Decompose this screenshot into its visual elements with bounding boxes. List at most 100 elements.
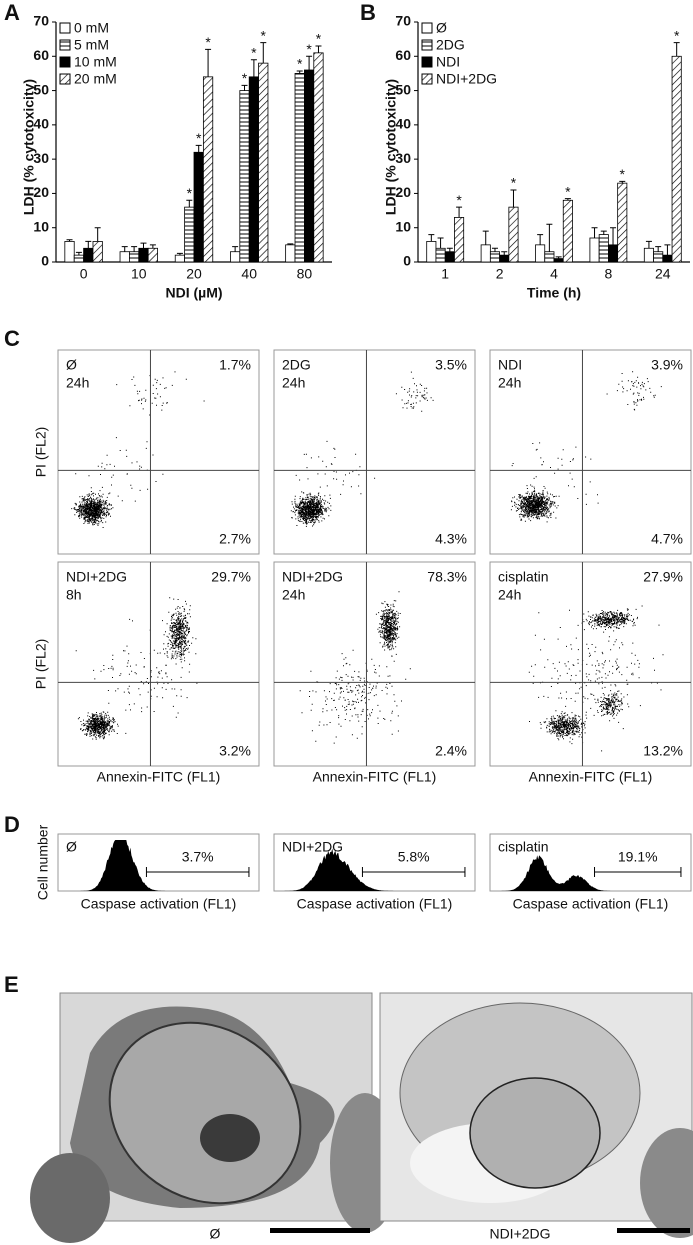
x-axis-label: Annexin-FITC (FL1) [313,769,437,785]
upper-right-percent: 3.9% [651,357,683,373]
x-tick-label: 2 [496,266,504,282]
sample-label: Ø [66,357,77,373]
error-bar [501,251,508,256]
event-dots [581,608,638,630]
error-bar [140,242,147,249]
significance-star: * [620,166,626,182]
significance-star: * [251,44,257,60]
legend-swatch [59,56,71,68]
bar [239,90,250,263]
bar [147,247,158,263]
event-dots [77,711,119,740]
time-label: 24h [498,587,521,603]
legend-swatch [421,39,433,51]
sample-label: NDI+2DG [282,839,343,855]
bar [671,55,682,263]
bar [444,251,455,263]
significance-star: * [261,27,267,43]
error-bar [600,230,607,235]
sample-label: cisplatin [498,569,549,585]
panel-letter: C [4,326,20,351]
x-tick-label: 1 [441,266,449,282]
gate-percent: 3.7% [182,849,214,865]
bar [643,247,654,263]
y-axis-label: Cell number [35,824,51,900]
nucleus [469,1077,601,1189]
bar [73,254,85,263]
error-bar [437,237,444,249]
legend-label: Ø [436,20,447,36]
y-tick-label: 40 [33,116,49,132]
error-bar [205,48,212,77]
y-tick-label: 30 [395,150,411,166]
significance-star: * [297,56,303,72]
event-dots [510,484,560,523]
lower-right-percent: 2.4% [435,743,467,759]
histogram [490,855,691,891]
time-label: 8h [66,587,82,603]
x-tick-label: 4 [550,266,558,282]
error-bar [510,189,517,208]
significance-star: * [205,34,211,50]
y-tick-label: 20 [395,184,411,200]
legend-label: 2DG [436,37,465,53]
error-bar [645,240,652,249]
legend-swatch [59,73,71,85]
gate-percent: 5.8% [398,849,430,865]
time-label: 24h [282,587,305,603]
x-axis-label: Caspase activation (FL1) [81,896,237,912]
bar [64,241,75,263]
significance-star: * [674,27,680,43]
legend-swatch [421,22,433,34]
x-tick-label: 10 [131,266,147,282]
error-bar [149,244,156,249]
error-bar [296,70,303,74]
upper-right-percent: 78.3% [427,569,467,585]
legend-label: NDI [436,54,460,70]
neighbor-cell [30,1153,110,1243]
error-bar [546,223,553,252]
bar [454,217,465,263]
lower-right-percent: 2.7% [219,531,251,547]
error-bar [619,180,626,184]
error-bar [673,42,680,57]
y-tick-label: 40 [395,116,411,132]
plot-frame [489,561,692,767]
error-bar [306,55,313,70]
bar [258,62,269,263]
micrograph-label: NDI+2DG [489,1226,550,1242]
x-axis-label: NDI (µM) [165,285,222,301]
significance-star: * [565,183,571,199]
error-bar [537,234,544,245]
y-axis-label: PI (FL2) [33,427,49,478]
bar [313,52,324,263]
bar [83,247,94,263]
bar [303,69,315,263]
significance-star: * [511,175,517,191]
bar [193,151,204,263]
error-bar [456,206,463,218]
bar [129,251,140,263]
upper-right-percent: 3.5% [435,357,467,373]
error-bar [446,247,453,252]
error-bar [655,246,662,252]
nucleus [108,1021,302,1205]
event-dots [162,597,194,665]
bar [608,244,619,263]
y-tick-label: 70 [33,13,49,29]
plot-frame [57,561,260,767]
time-label: 24h [282,375,305,391]
x-tick-label: 8 [605,266,613,282]
legend-label: NDI+2DG [436,71,497,87]
dot-plot: NDI+2DG 24h 78.3% 2.4% [273,561,476,767]
bar [92,241,103,263]
error-bar [287,243,294,245]
bar [589,237,600,263]
bar [138,247,149,263]
error-bar [564,198,571,201]
significance-star: * [316,31,322,47]
histogram [58,840,259,891]
gate [361,867,466,877]
significance-star: * [306,41,312,57]
error-bar [250,59,257,77]
